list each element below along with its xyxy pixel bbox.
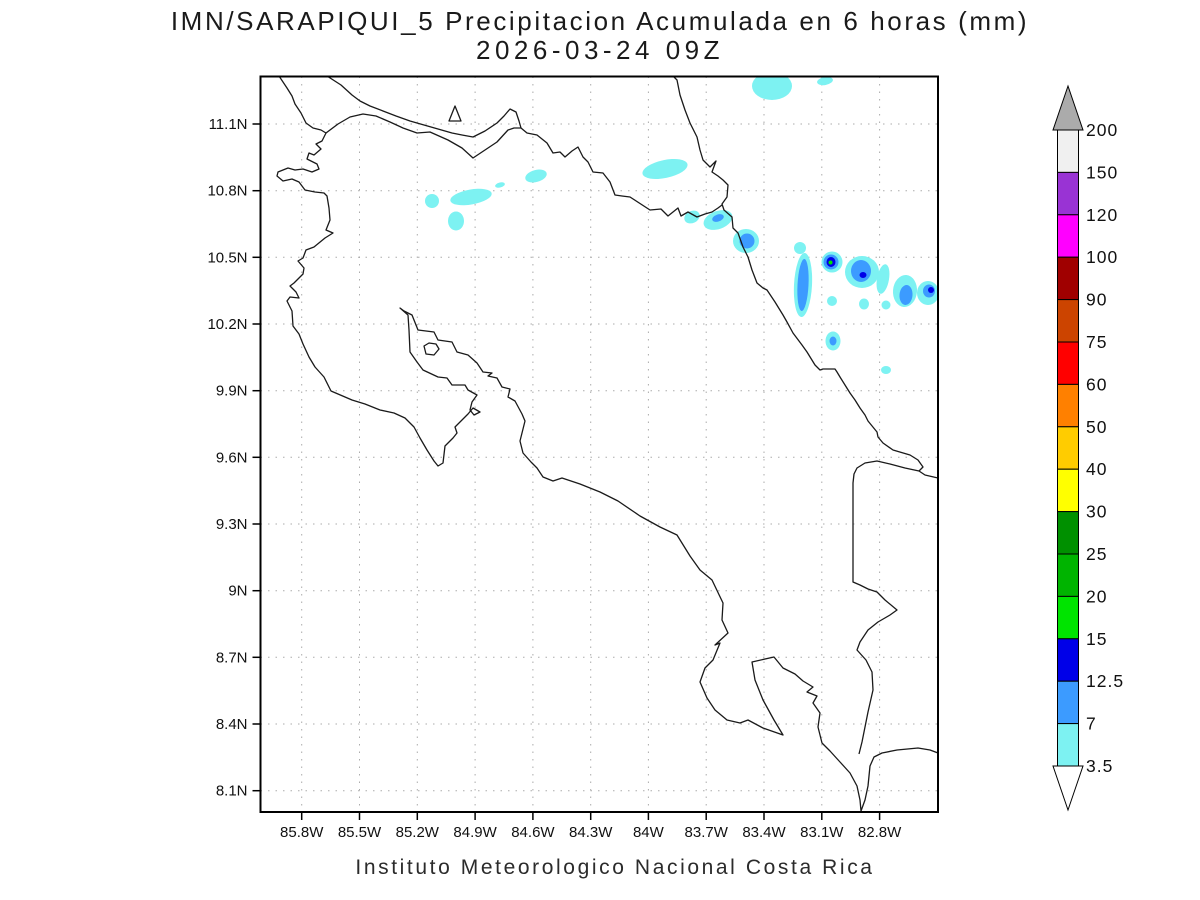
island-outline <box>423 342 440 356</box>
coastline <box>326 76 522 138</box>
colorbar-segment <box>1057 256 1079 301</box>
precip-cell-l1 <box>752 76 792 100</box>
precip-cell-l1 <box>425 194 439 208</box>
lon-tick-label: 83.7W <box>685 824 729 841</box>
precip-cell-l3 <box>928 287 934 293</box>
lon-tick-label: 84.9W <box>453 824 497 841</box>
coastline <box>276 76 938 812</box>
lat-tick-label: 9.9N <box>216 383 248 400</box>
colorbar-tick-label: 150 <box>1086 162 1118 182</box>
precip-cell-l1 <box>450 188 492 206</box>
precip-cell-l2 <box>851 260 871 282</box>
colorbar-tick-label: 25 <box>1086 544 1107 564</box>
colorbar: 200 150 120 100 90 75 60 50 40 30 25 20 15 12.5 7 3.5 <box>1052 84 1124 812</box>
colorbar-segment <box>1057 129 1079 173</box>
map-frame <box>259 75 939 813</box>
precip-cell-l1 <box>495 182 505 188</box>
colorbar-tick-label: 7 <box>1086 714 1097 734</box>
colorbar-tick-label: 200 <box>1086 120 1118 140</box>
lon-tick-label: 85.5W <box>338 824 382 841</box>
colorbar-tick-label: 75 <box>1086 332 1107 352</box>
lon-tick-label: 85.8W <box>280 824 324 841</box>
colorbar-segment <box>1057 299 1079 343</box>
colorbar-segment <box>1057 553 1079 597</box>
page-subtitle-date: 2026-03-24 09Z <box>475 35 725 65</box>
lon-tick-label: 84W <box>633 824 665 841</box>
colorbar-tick-label: 120 <box>1086 205 1118 225</box>
lat-tick-label: 9.6N <box>216 449 248 466</box>
precip-cell-l1 <box>876 264 890 294</box>
colorbar-segment <box>1057 426 1079 470</box>
colorbar-tick-label: 15 <box>1086 629 1107 649</box>
lat-tick-label: 10.2N <box>207 316 247 333</box>
lon-tick-label: 84.6W <box>511 824 555 841</box>
coastline <box>852 460 920 755</box>
coastline <box>325 113 723 218</box>
page-title: IMN/SARAPIQUI_5 Precipitacion Acumulada … <box>170 6 1030 36</box>
colorbar-segment <box>1057 171 1079 216</box>
colorbar-tick-label: 20 <box>1086 586 1107 606</box>
precip-cell-l1 <box>684 210 700 224</box>
colorbar-tick-label: 3.5 <box>1086 756 1113 776</box>
colorbar-tick-label: 12.5 <box>1086 671 1124 691</box>
coastline-layer <box>276 76 938 812</box>
colorbar-segment <box>1057 511 1079 555</box>
colorbar-segment <box>1057 680 1079 725</box>
lat-tick-label: 9N <box>228 583 247 600</box>
precip-cell-l2 <box>829 336 837 346</box>
lon-tick-label: 85.2W <box>396 824 440 841</box>
precip-cell-l3 <box>859 272 867 278</box>
colorbar-segment <box>1057 595 1079 640</box>
precip-cell-l1 <box>525 169 547 183</box>
island-outline <box>448 105 462 122</box>
footer-caption: Instituto Meteorologico Nacional Costa R… <box>355 856 875 879</box>
lon-tick-label: 84.3W <box>569 824 613 841</box>
precip-cell-l1 <box>827 296 837 306</box>
precip-cell-l1 <box>794 242 806 254</box>
colorbar-segment <box>1057 468 1079 513</box>
colorbar-tick-label: 100 <box>1086 247 1118 267</box>
precip-cell-l1 <box>859 298 869 310</box>
colorbar-segment <box>1057 638 1079 682</box>
lat-tick-label: 10.5N <box>207 249 247 266</box>
lat-tick-label: 10.8N <box>207 183 247 200</box>
precip-cell-l4 <box>828 260 833 265</box>
lat-tick-label: 9.3N <box>216 516 248 533</box>
colorbar-segment <box>1057 723 1079 767</box>
colorbar-tick-label: 40 <box>1086 459 1107 479</box>
lon-tick-label: 83.1W <box>800 824 844 841</box>
precip-cell-l2 <box>712 214 724 222</box>
colorbar-tick-label: 60 <box>1086 374 1107 394</box>
precip-cell-l1 <box>448 211 464 231</box>
lat-tick-label: 11.1N <box>209 116 248 133</box>
lat-tick-label: 8.4N <box>216 716 248 733</box>
colorbar-segment <box>1057 214 1079 258</box>
precip-cell-l2 <box>797 259 809 311</box>
lat-tick-label: 8.1N <box>216 783 248 800</box>
colorbar-tick-label: 30 <box>1086 502 1107 522</box>
colorbar-segment <box>1057 341 1079 385</box>
axis-labels: 11.1N 10.8N 10.5N 10.2N 9.9N 9.6N 9.3N 9N 8.7N 8.… <box>207 116 902 841</box>
lon-tick-label: 82.8W <box>858 824 902 841</box>
colorbar-tick-label: 90 <box>1086 290 1107 310</box>
precip-cell-l1 <box>881 300 891 310</box>
lat-tick-label: 8.7N <box>216 649 248 666</box>
precipitation-layer <box>425 76 938 374</box>
precip-cell-l2 <box>739 233 755 249</box>
precip-cell-l1 <box>817 76 833 86</box>
precip-cell-l1 <box>881 366 891 374</box>
axis-ticks <box>252 123 881 820</box>
colorbar-tick-label: 50 <box>1086 417 1107 437</box>
colorbar-arrow-over <box>1052 84 1084 131</box>
precip-cell-l1 <box>642 158 688 180</box>
colorbar-arrow-under <box>1052 765 1084 812</box>
coastline <box>672 76 938 479</box>
colorbar-segment <box>1057 383 1079 428</box>
precip-cell-l2 <box>899 285 913 305</box>
graticule-grid <box>260 76 938 812</box>
lon-tick-label: 83.4W <box>742 824 786 841</box>
